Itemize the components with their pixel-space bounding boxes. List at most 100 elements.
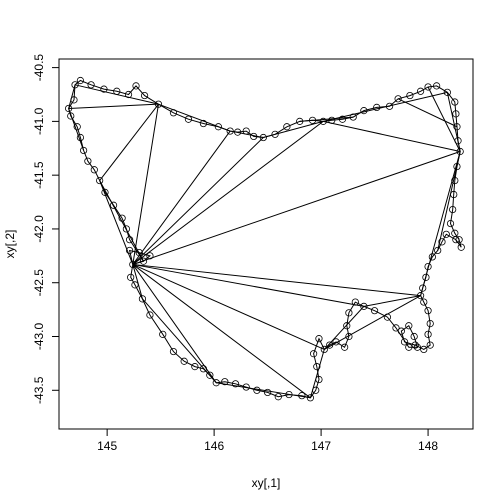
data-point <box>184 115 193 123</box>
data-point <box>90 166 98 174</box>
data-point <box>319 117 327 125</box>
edge-line <box>323 120 461 152</box>
data-point <box>71 81 79 89</box>
data-point <box>454 137 462 145</box>
data-point <box>80 146 88 155</box>
data-point <box>426 341 434 349</box>
data-point <box>285 390 293 399</box>
x-tick-label: 148 <box>418 439 438 453</box>
data-point <box>370 307 379 315</box>
data-point <box>456 147 464 156</box>
data-point <box>373 103 381 112</box>
data-point <box>452 110 460 118</box>
data-point <box>315 375 323 384</box>
edge-line <box>363 295 421 307</box>
y-axis-label: xy[,2] <box>3 230 17 259</box>
data-point <box>126 246 134 255</box>
data-points <box>65 76 465 402</box>
data-point <box>413 343 421 351</box>
data-point <box>312 386 320 394</box>
y-tick-label: -42.0 <box>32 215 46 243</box>
data-point <box>212 379 220 387</box>
data-point <box>341 343 349 351</box>
data-point <box>406 91 414 100</box>
data-point <box>345 332 353 341</box>
data-point <box>332 338 340 346</box>
data-point <box>306 394 314 402</box>
data-point <box>392 324 400 332</box>
data-point <box>191 363 199 371</box>
data-point <box>308 116 317 124</box>
data-point <box>221 378 229 386</box>
edge-line <box>132 264 311 399</box>
data-point <box>351 298 359 306</box>
boundary-path <box>68 79 462 399</box>
data-point <box>434 246 442 255</box>
x-tick-label: 147 <box>311 439 331 453</box>
data-point <box>443 88 451 96</box>
data-point <box>400 338 409 346</box>
data-point <box>206 371 214 379</box>
data-point <box>135 249 143 257</box>
data-point <box>405 343 413 351</box>
edge-line <box>132 264 143 299</box>
edge-line <box>132 104 159 265</box>
data-point <box>283 123 291 131</box>
data-point <box>271 130 279 138</box>
data-point <box>234 128 242 136</box>
edge-line <box>132 263 364 307</box>
y-tick-label: -41.5 <box>32 161 46 189</box>
data-point <box>394 95 402 103</box>
data-point <box>226 127 234 135</box>
data-point <box>138 295 147 303</box>
y-tick-label: -43.5 <box>32 376 46 404</box>
data-point <box>242 383 250 391</box>
data-point <box>231 380 240 388</box>
data-point <box>383 313 392 321</box>
edge-line <box>397 98 458 128</box>
data-point <box>426 319 434 328</box>
edge-line <box>99 180 134 265</box>
data-point <box>124 90 133 99</box>
data-point <box>416 87 425 95</box>
data-point <box>122 225 130 233</box>
data-point <box>129 260 137 269</box>
data-point <box>109 201 118 209</box>
y-tick-label: -42.5 <box>32 269 46 297</box>
data-point <box>214 123 222 131</box>
data-point <box>126 236 134 244</box>
data-point <box>315 335 323 343</box>
edge-line <box>132 120 324 265</box>
data-point <box>438 238 446 246</box>
data-point <box>274 393 282 401</box>
data-point <box>349 113 357 121</box>
edge-line <box>132 264 217 384</box>
data-point <box>313 363 321 371</box>
data-point <box>199 365 208 373</box>
data-point <box>424 330 432 338</box>
data-point <box>410 332 418 341</box>
edge-line <box>132 137 264 265</box>
data-point <box>442 230 450 238</box>
data-point <box>264 388 272 397</box>
edge-line <box>324 295 421 350</box>
x-axis-label: xy[,1] <box>252 476 281 490</box>
data-point <box>457 243 465 251</box>
data-point <box>385 102 394 110</box>
edge-line <box>68 84 76 109</box>
data-point <box>419 284 427 292</box>
data-point <box>420 345 428 354</box>
data-point <box>451 176 459 185</box>
y-tick-label: -40.5 <box>32 54 46 82</box>
y-axis: -40.5 -41.0 -41.5 -42.0 -42.5 -43.0 -43.5 <box>32 54 60 404</box>
data-point <box>73 123 81 131</box>
data-point <box>96 176 104 185</box>
data-point <box>416 292 425 300</box>
data-point <box>360 107 368 115</box>
edge-line <box>68 103 159 109</box>
data-point <box>65 104 73 113</box>
edge-line <box>132 260 144 265</box>
y-tick-label: -41.0 <box>32 107 46 135</box>
data-point <box>250 132 258 141</box>
